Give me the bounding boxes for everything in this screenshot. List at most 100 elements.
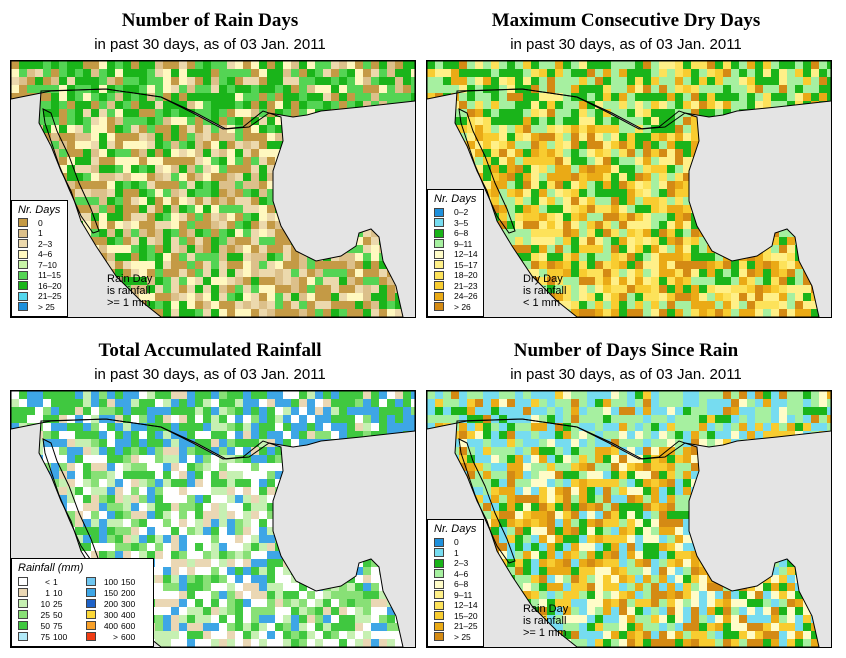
legend-range-start: 50 [40, 620, 50, 631]
legend-item: 12–14 [434, 600, 478, 611]
legend-swatch [434, 207, 444, 217]
legend-note: Rain Day is rainfall >= 1 mm [523, 603, 569, 639]
legend-item: 3–5 [434, 218, 478, 229]
legend-swatch [434, 632, 444, 642]
legend-label: 6–8 [454, 579, 469, 590]
legend-label: 21–25 [454, 621, 478, 632]
legend-range-end: 600 [121, 620, 136, 631]
legend-swatch [18, 632, 28, 641]
legend-item: 7–10 [18, 260, 62, 271]
legend-item: >600 [86, 631, 148, 642]
legend-swatch [18, 281, 28, 291]
legend-range-start: 300 [103, 609, 118, 620]
legend-swatch [18, 302, 28, 312]
legend-dry-days: Nr. Days 0–2 3–5 6–8 9–11 12–14 15–17 18–20 21–2… [427, 189, 484, 317]
legend-item: 21–25 [18, 291, 62, 302]
legend-item: 2–3 [18, 239, 62, 250]
panel-rain-days: Number of Rain Days in past 30 days, as … [0, 0, 420, 326]
legend-swatch [86, 621, 96, 630]
panel-title: Total Accumulated Rainfall [98, 340, 322, 361]
legend-label: 24–26 [454, 291, 478, 302]
panel-since-rain: Number of Days Since Rain in past 30 day… [416, 330, 836, 656]
legend-label: 0 [38, 217, 43, 228]
legend-item: 11–15 [18, 270, 62, 281]
map-graphic [11, 61, 415, 317]
legend-item: 4–6 [434, 569, 478, 580]
legend-rain-days: Nr. Days 0 1 2–3 4–6 7–10 11–15 16–20 21–25 > 25 [11, 199, 68, 317]
legend-item: 21–23 [434, 281, 478, 292]
legend-label: 3–5 [454, 217, 469, 228]
legend-swatch [434, 291, 444, 301]
panel-subtitle: in past 30 days, as of 03 Jan. 2011 [94, 366, 326, 383]
legend-swatch [434, 579, 444, 589]
legend-rainfall: Rainfall (mm) <1 100 150 1 10 150 200 10 25 200 300… [11, 558, 154, 647]
border-outline [458, 108, 516, 234]
legend-range-start: 400 [103, 620, 118, 631]
legend-swatch [18, 260, 28, 270]
legend-label: 6–8 [454, 228, 469, 239]
legend-label: 1 [38, 228, 43, 239]
legend-label: 18–20 [454, 270, 478, 281]
legend-swatch [18, 588, 28, 597]
legend-item: 21–25 [434, 621, 478, 632]
legend-item: 1 10 [18, 587, 86, 598]
legend-item: 2–3 [434, 558, 478, 569]
legend-item: 4–6 [18, 249, 62, 260]
legend-item: 75 100 [18, 631, 86, 642]
legend-item: 9–11 [434, 590, 478, 601]
legend-since-rain: Nr. Days 0 1 2–3 4–6 6–8 9–11 12–14 15–20 21–25 > … [427, 519, 484, 647]
legend-range-end: 50 [53, 609, 63, 620]
legend-label: 9–11 [454, 589, 473, 600]
legend-range-end: 100 [53, 631, 68, 642]
legend-range-start: 200 [103, 598, 118, 609]
map-graphic [427, 61, 831, 317]
legend-label: 16–20 [38, 280, 62, 291]
legend-range-start: 75 [40, 631, 50, 642]
legend-swatch [18, 291, 28, 301]
legend-item: 0 [434, 537, 478, 548]
legend-range-end: 400 [121, 609, 136, 620]
legend-title: Nr. Days [18, 203, 61, 216]
border-outline [38, 418, 404, 647]
border-outline [454, 418, 820, 647]
legend-swatch [18, 239, 28, 249]
legend-title: Nr. Days [434, 193, 477, 205]
legend-swatch [18, 218, 28, 228]
legend-range-end: 75 [53, 620, 63, 631]
legend-swatch [434, 228, 444, 238]
legend-item: 6–8 [434, 579, 478, 590]
panel-dry-days: Maximum Consecutive Dry Days in past 30 … [416, 0, 836, 326]
legend-swatch [18, 249, 28, 259]
map-rainfall: Rainfall (mm) <1 100 150 1 10 150 200 10 25 200 300… [10, 390, 416, 648]
legend-swatch [434, 249, 444, 259]
legend-range-start: 1 [45, 587, 50, 598]
legend-range-start: < [45, 576, 50, 587]
legend-label: 4–6 [454, 568, 469, 579]
map-since-rain: Nr. Days 0 1 2–3 4–6 6–8 9–11 12–14 15–20 21–25 > … [426, 390, 832, 648]
legend-item: 0–2 [434, 207, 478, 218]
legend-range-end: 25 [53, 598, 63, 609]
legend-item: 25 50 [18, 609, 86, 620]
legend-swatch [434, 569, 444, 579]
legend-note: Rain Day is rainfall >= 1 mm [107, 273, 153, 309]
legend-swatch [434, 558, 444, 568]
legend-range-start: > [113, 631, 118, 642]
legend-swatch [434, 537, 444, 547]
legend-swatch [434, 302, 444, 312]
legend-label: > 26 [454, 301, 471, 312]
legend-item: 100 150 [86, 576, 148, 587]
legend-label: 12–14 [454, 600, 478, 611]
panel-subtitle: in past 30 days, as of 03 Jan. 2011 [510, 366, 742, 383]
legend-range-end: 200 [121, 587, 136, 598]
legend-swatch [18, 621, 28, 630]
legend-item: 9–11 [434, 239, 478, 250]
legend-label: 2–3 [454, 558, 469, 569]
legend-label: 21–23 [454, 280, 478, 291]
legend-item: 1 [434, 548, 478, 559]
legend-swatch [434, 239, 444, 249]
legend-swatch [18, 270, 28, 280]
panel-title: Number of Rain Days [121, 10, 299, 31]
map-dry-days: Nr. Days 0–2 3–5 6–8 9–11 12–14 15–17 18–20 21–2… [426, 60, 832, 318]
legend-item: 24–26 [434, 291, 478, 302]
legend-swatch [434, 621, 444, 631]
